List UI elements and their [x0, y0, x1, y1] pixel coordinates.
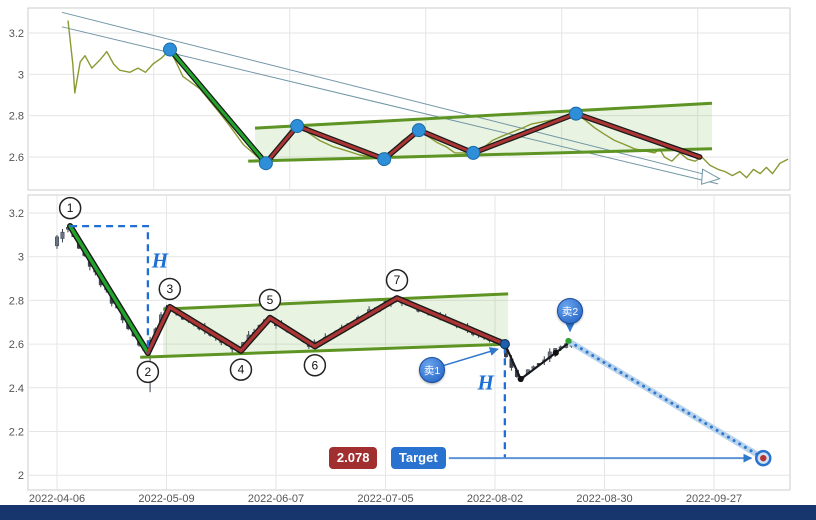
breakout-dot — [499, 339, 510, 350]
y-tick-label: 2.6 — [9, 152, 24, 164]
post-breakout-dot — [517, 375, 524, 383]
post-breakout-dot — [552, 349, 559, 356]
detail-zigzag-flag — [146, 296, 507, 355]
x-tick-label: 2022-09-27 — [686, 493, 742, 505]
pivot-number-circle — [229, 358, 253, 381]
detail-y-ticks: 3.2 3 2.8 2.6 2.4 2.2 2 — [9, 208, 24, 482]
pivot-number-circle — [136, 360, 160, 384]
h-label-flagpole: H — [151, 248, 169, 273]
y-tick-label: 2.4 — [9, 383, 24, 395]
projection-line-dots — [568, 340, 765, 460]
overview-trendline-lower — [248, 147, 713, 163]
bottom-scrollbar[interactable] — [0, 505, 816, 520]
x-tick-label: 2022-08-02 — [467, 493, 523, 505]
y-tick-label: 3.2 — [9, 208, 24, 220]
overview-pivot-dot — [258, 156, 273, 171]
y-tick-label: 2.2 — [9, 427, 24, 439]
x-tick-label: 2022-08-30 — [576, 493, 632, 505]
pivot-number-circle — [158, 277, 182, 301]
y-tick-label: 2 — [18, 470, 24, 482]
sell2-badge[interactable]: 卖2 — [557, 298, 583, 325]
overview-pivot-dot — [163, 42, 177, 57]
pivot-number: 4 — [238, 363, 245, 377]
detail-x-ticks: 2022-04-06 2022-05-09 2022-06-07 2022-07-05… — [29, 493, 742, 505]
pivot-number: 6 — [312, 358, 319, 372]
target-label-box[interactable]: Target — [390, 447, 446, 470]
overview-pivot-dot — [377, 152, 392, 167]
flagpole-measure-dashed — [70, 224, 150, 353]
y-tick-label: 2.8 — [9, 295, 24, 307]
y-tick-label: 3 — [18, 69, 24, 81]
detail-trendline-upper — [163, 292, 509, 311]
pivot-number: 5 — [267, 293, 274, 307]
x-tick-label: 2022-04-06 — [29, 493, 85, 505]
x-tick-label: 2022-06-07 — [248, 493, 304, 505]
overview-pivot-dot — [568, 106, 583, 121]
pivot-number: 7 — [394, 273, 401, 287]
channel-arrowhead — [701, 168, 721, 185]
pivot-number: 2 — [145, 365, 152, 379]
overview-wedge-fill — [255, 103, 712, 161]
overview-pivot-dot — [290, 119, 305, 134]
price-line — [67, 20, 789, 179]
overview-trendline-upper — [254, 101, 713, 130]
detail-zigzag-flagpole — [68, 224, 150, 355]
overview-pivot-dot — [411, 123, 426, 138]
overview-y-ticks: 3.2 3 2.8 2.6 — [9, 28, 24, 164]
pivot-number-circle — [258, 288, 282, 312]
target-endpoint-center — [760, 454, 767, 462]
x-tick-label: 2022-07-05 — [357, 493, 413, 505]
projection-start-dot — [565, 337, 572, 344]
h-label-target: H — [477, 370, 494, 395]
overview-pivot-dot — [466, 145, 481, 160]
pivot-number: 3 — [166, 282, 173, 296]
y-tick-label: 3 — [18, 252, 24, 264]
detail-trendline-lower — [140, 342, 509, 359]
overview-zigzag-flagpole — [168, 48, 268, 165]
pivot-number-circle — [58, 196, 82, 220]
target-price-box: 2.078 — [328, 447, 378, 470]
pivot-number-circle — [385, 268, 409, 292]
pivot-number: 1 — [67, 201, 74, 215]
pivot-number-circle — [303, 354, 327, 377]
x-tick-label: 2022-05-09 — [138, 493, 194, 505]
y-tick-label: 3.2 — [9, 28, 24, 40]
y-tick-label: 2.6 — [9, 339, 24, 351]
sell1-arrow — [440, 347, 499, 368]
post-breakout-line — [503, 341, 571, 381]
y-tick-label: 2.8 — [9, 111, 24, 123]
overview-panel-canvas[interactable] — [27, 7, 791, 191]
sell1-badge[interactable]: 卖1 — [419, 357, 445, 384]
